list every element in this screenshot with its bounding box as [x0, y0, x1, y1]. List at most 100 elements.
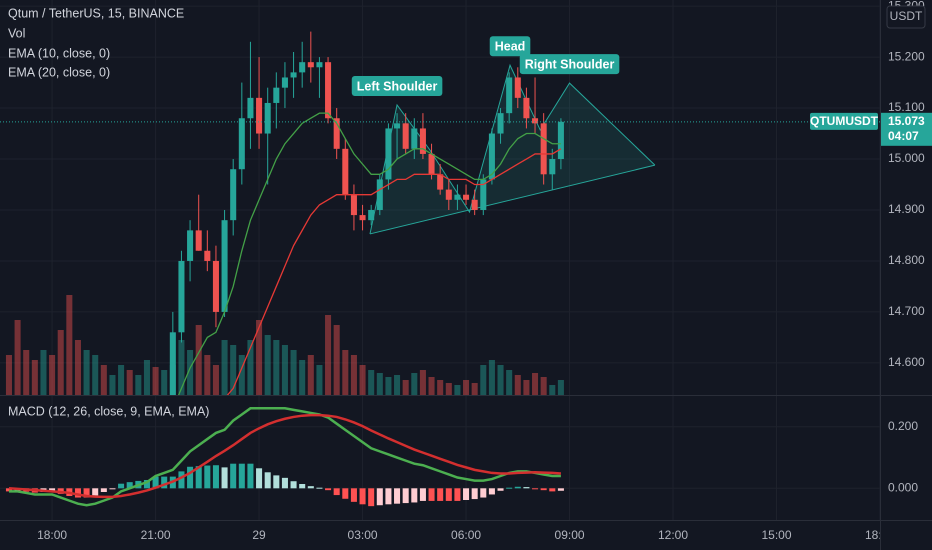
candle-body — [238, 118, 245, 170]
candle-body — [212, 260, 219, 312]
histogram-bar — [419, 488, 426, 501]
annotation-box — [351, 75, 443, 96]
volume-bar — [273, 340, 280, 395]
histogram-bar — [281, 477, 288, 489]
histogram-bar — [333, 488, 340, 496]
histogram-bar — [92, 488, 99, 496]
histogram-bar — [463, 488, 470, 500]
candle-body — [256, 97, 263, 134]
volume-bar — [359, 365, 366, 395]
volume-bar — [402, 380, 409, 395]
currency-box — [886, 5, 926, 29]
histogram-bar — [471, 488, 478, 500]
histogram-bar — [178, 471, 185, 489]
candle-body — [178, 260, 185, 333]
pattern-baseline — [369, 164, 656, 235]
histogram-bar — [454, 488, 461, 501]
histogram-bar — [290, 481, 297, 489]
histogram-bar — [126, 482, 133, 489]
candle-body — [514, 77, 521, 98]
volume-bar — [31, 360, 38, 395]
price-label: 15.073 — [888, 114, 925, 128]
y-tick-label: 14.700 — [888, 304, 925, 318]
histogram-bar — [445, 488, 452, 501]
volume-bar — [376, 373, 383, 395]
candle-body — [402, 123, 409, 149]
volume-bar — [428, 377, 435, 395]
volume-bar — [230, 345, 237, 395]
candle-body — [394, 123, 401, 129]
volume-bar — [238, 355, 245, 395]
histogram-bar — [83, 488, 90, 498]
histogram-bar — [273, 475, 280, 489]
candle-body — [350, 194, 357, 216]
volume-bar — [480, 365, 487, 395]
x-tick-label: 09:00 — [555, 528, 585, 542]
volume-bar — [40, 350, 47, 395]
volume-bar — [506, 370, 513, 395]
volume-bar — [316, 365, 323, 395]
histogram-bar — [428, 488, 435, 501]
histogram-bar — [152, 476, 159, 489]
candle-body — [419, 128, 426, 154]
candle-body — [532, 118, 539, 124]
x-tick-label: 15:00 — [761, 528, 791, 542]
volume-bar — [212, 365, 219, 395]
volume-bar — [247, 340, 254, 395]
histogram-bar — [161, 476, 168, 489]
volume-bar — [454, 385, 461, 395]
volume-bar — [368, 370, 375, 395]
histogram-bar — [437, 488, 444, 501]
volume-bar — [540, 377, 547, 395]
volume-bar — [109, 375, 116, 395]
histogram-bar — [368, 488, 375, 507]
volume-bar — [100, 365, 107, 395]
histogram-bar — [350, 488, 357, 502]
histogram-bar — [187, 466, 194, 489]
candle-body — [195, 230, 202, 251]
candle-body — [471, 199, 478, 210]
histogram-bar — [376, 488, 383, 506]
volume-bar — [187, 350, 194, 395]
histogram-bar — [342, 488, 349, 499]
x-tick-label: 03:00 — [348, 528, 378, 542]
volume-bar — [445, 383, 452, 395]
x-tick-label: 21:00 — [141, 528, 171, 542]
candle-body — [307, 62, 314, 68]
candle-body — [264, 102, 271, 134]
histogram-bar — [247, 463, 254, 489]
candle-body — [281, 77, 288, 88]
time-axis: 18:00 21:00 29 03:00 06:00 09:00 12:00 15:00 18:… — [37, 528, 880, 542]
volume-bar — [532, 373, 539, 395]
legend-entry: EMA (20, close, 0) — [8, 65, 110, 79]
volume-bar — [83, 350, 90, 395]
candle-body — [342, 148, 349, 195]
candle-body — [221, 220, 228, 312]
candle-body — [480, 179, 487, 210]
volume-bar — [135, 375, 142, 395]
histogram-bar — [411, 488, 418, 503]
histogram-bar — [549, 488, 556, 492]
volume-bar — [411, 373, 418, 395]
volume-bar — [394, 375, 401, 395]
histogram-bar — [480, 488, 487, 498]
volume-bar — [92, 355, 99, 395]
symbol-tag — [810, 112, 878, 130]
candle-body — [540, 123, 547, 175]
x-tick-label: 12:00 — [658, 528, 688, 542]
candle-body — [463, 194, 470, 200]
candle-body — [454, 194, 461, 200]
candle-body — [549, 159, 556, 175]
ema-line — [226, 148, 562, 395]
histogram-bar — [256, 468, 263, 489]
volume-bar — [264, 335, 271, 395]
histogram-bar — [204, 465, 211, 489]
histogram-bar — [49, 488, 56, 492]
y-tick-label: 15.100 — [888, 100, 925, 114]
histogram-bar — [212, 465, 219, 489]
legend: Qtum / TetherUS, 15, BINANCE Vol EMA (10… — [8, 6, 209, 418]
histogram-bar — [238, 463, 245, 489]
candle-body — [437, 174, 444, 190]
